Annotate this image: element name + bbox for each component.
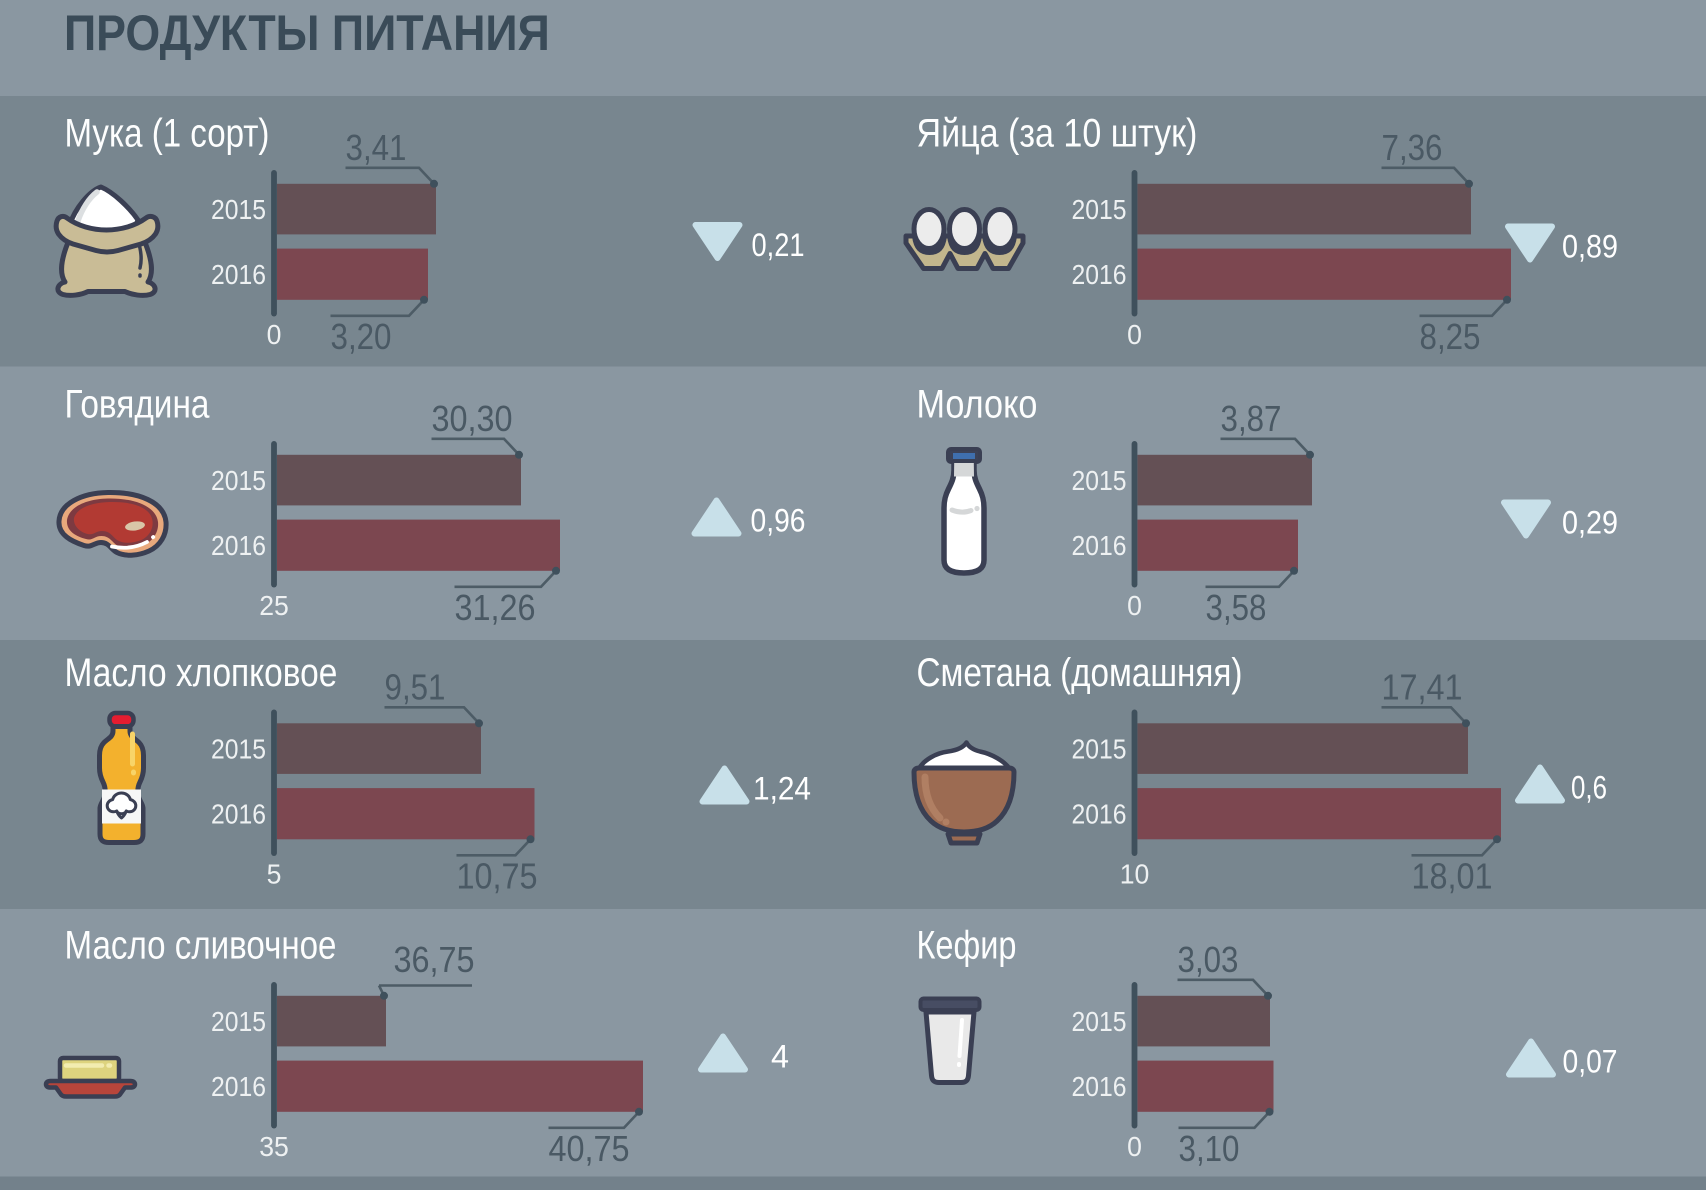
svg-text:2016: 2016 (1072, 1071, 1127, 1103)
svg-text:Масло хлопковое: Масло хлопковое (65, 650, 338, 694)
svg-text:10: 10 (1120, 858, 1150, 890)
svg-text:9,51: 9,51 (385, 667, 446, 708)
svg-text:0,21: 0,21 (752, 228, 805, 264)
svg-text:0: 0 (1127, 1131, 1142, 1163)
svg-text:3,41: 3,41 (346, 128, 407, 169)
svg-text:Масло сливочное: Масло сливочное (65, 923, 337, 968)
svg-text:0,29: 0,29 (1562, 505, 1618, 541)
svg-text:2015: 2015 (211, 733, 266, 765)
svg-text:30,30: 30,30 (431, 399, 512, 439)
svg-text:10,75: 10,75 (456, 857, 537, 897)
svg-text:3,58: 3,58 (1206, 588, 1267, 629)
svg-text:0: 0 (1127, 590, 1142, 622)
svg-text:0,96: 0,96 (751, 504, 806, 539)
svg-text:0: 0 (1127, 319, 1142, 351)
svg-text:2015: 2015 (211, 1006, 266, 1038)
svg-text:40,75: 40,75 (548, 1129, 629, 1169)
svg-text:Молоко: Молоко (917, 381, 1038, 426)
svg-text:Мука (1 сорт): Мука (1 сорт) (65, 111, 270, 156)
svg-text:31,26: 31,26 (454, 588, 535, 628)
svg-text:2016: 2016 (211, 1071, 266, 1103)
svg-text:2016: 2016 (1072, 259, 1127, 291)
svg-text:0,07: 0,07 (1563, 1045, 1618, 1080)
svg-text:2016: 2016 (1072, 530, 1127, 562)
svg-text:Говядина: Говядина (65, 382, 210, 427)
svg-text:2016: 2016 (1072, 798, 1127, 830)
svg-text:2016: 2016 (211, 530, 266, 562)
svg-text:2015: 2015 (1072, 194, 1127, 226)
svg-text:8,25: 8,25 (1420, 317, 1481, 358)
svg-text:ПРОДУКТЫ ПИТАНИЯ: ПРОДУКТЫ ПИТАНИЯ (64, 6, 550, 62)
svg-text:Сметана (домашняя): Сметана (домашняя) (917, 650, 1243, 695)
svg-text:3,87: 3,87 (1221, 399, 1282, 440)
svg-text:2015: 2015 (211, 194, 266, 226)
svg-text:0: 0 (267, 319, 282, 351)
svg-text:2016: 2016 (211, 798, 266, 830)
svg-text:7,36: 7,36 (1382, 128, 1443, 169)
svg-text:4: 4 (771, 1039, 789, 1075)
svg-text:3,20: 3,20 (331, 317, 392, 358)
svg-text:2015: 2015 (1072, 733, 1127, 765)
svg-text:2015: 2015 (211, 465, 266, 497)
svg-text:1,24: 1,24 (753, 771, 811, 807)
svg-text:17,41: 17,41 (1381, 668, 1462, 708)
svg-text:Яйца (за 10 штук): Яйца (за 10 штук) (917, 110, 1198, 155)
svg-text:0,89: 0,89 (1562, 229, 1618, 265)
svg-text:Кефир: Кефир (917, 922, 1017, 967)
svg-text:25: 25 (259, 590, 289, 622)
svg-text:0,6: 0,6 (1571, 771, 1607, 806)
svg-text:36,75: 36,75 (393, 940, 474, 980)
svg-text:2015: 2015 (1072, 1006, 1127, 1038)
svg-text:35: 35 (259, 1131, 289, 1163)
svg-text:18,01: 18,01 (1411, 857, 1492, 897)
svg-text:5: 5 (267, 858, 282, 890)
svg-text:3,10: 3,10 (1179, 1129, 1240, 1170)
svg-text:3,03: 3,03 (1178, 940, 1239, 981)
svg-text:2016: 2016 (211, 259, 266, 291)
svg-text:2015: 2015 (1072, 465, 1127, 497)
